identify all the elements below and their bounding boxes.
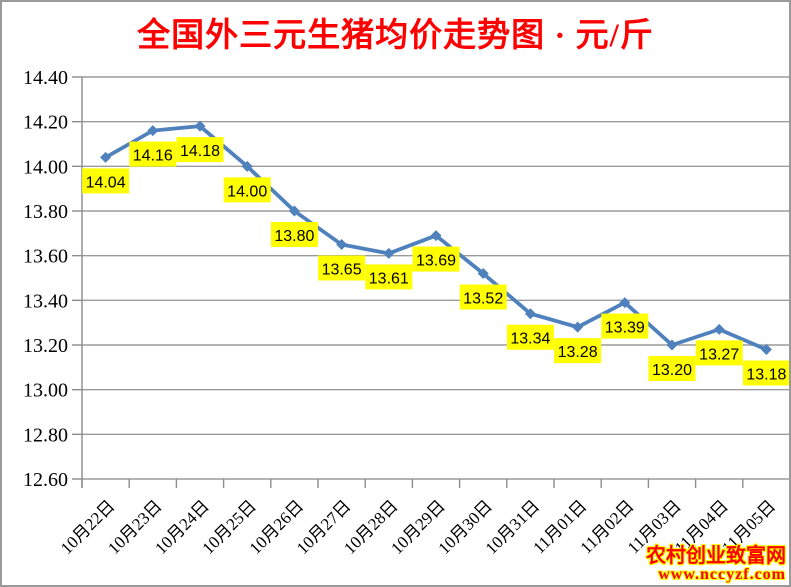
data-label: 14.00 [227,183,267,200]
data-label-box [82,168,130,194]
data-label-box [365,264,413,290]
data-label-box [648,356,696,381]
data-label-box [129,141,177,167]
watermark: 农村创业致富网 www.nccyzf.com [646,546,786,584]
data-label: 13.27 [699,346,739,363]
y-axis-label: 13.20 [23,335,68,357]
data-point-marker [241,160,253,172]
y-axis-label: 13.40 [23,290,68,312]
data-label: 13.52 [463,291,503,308]
y-axis-label: 14.40 [23,67,68,89]
data-label-box [223,177,271,203]
data-point-marker [477,268,489,280]
y-axis-label: 13.00 [23,380,68,402]
data-point-marker [147,125,159,137]
data-point-marker [713,323,725,335]
data-label-box [176,137,224,163]
data-label: 13.28 [558,344,598,361]
data-label: 13.80 [274,228,314,245]
data-label-box [742,360,789,386]
data-point-marker [572,321,584,333]
data-label: 14.18 [180,143,220,160]
y-axis-label: 13.60 [23,246,68,268]
y-axis-label: 14.20 [23,112,68,134]
data-label-box [695,340,743,366]
data-label: 13.65 [322,262,362,279]
y-axis-label: 14.00 [23,156,68,178]
data-label-box [412,246,460,272]
data-point-marker [100,151,112,163]
data-label-box [506,324,554,350]
y-axis-label: 13.80 [23,201,68,223]
data-label-box [270,222,318,247]
data-label-box [459,284,507,310]
data-label: 13.20 [652,362,692,379]
watermark-site-name: 农村创业致富网 [646,545,786,568]
data-label-box [318,255,366,281]
watermark-site-url: www.nccyzf.com [658,566,786,584]
data-point-marker [430,230,442,242]
data-label: 14.16 [133,148,173,165]
data-label: 13.61 [369,270,409,287]
data-label: 13.18 [746,366,786,383]
y-axis-label: 12.80 [23,424,68,446]
data-point-marker [619,297,631,309]
data-point-marker [288,205,300,217]
data-label-box [554,338,602,364]
data-point-marker [336,239,348,250]
data-label: 13.39 [605,320,645,337]
data-label: 13.69 [416,253,456,270]
data-label: 13.34 [510,331,550,348]
data-point-marker [383,247,395,259]
y-axis-label: 12.60 [23,469,68,491]
data-label-box [601,313,649,339]
chart-title: 全国外三元生猪均价走势图 · 元/斤 [137,18,654,54]
data-point-marker [524,308,536,320]
data-point-marker [760,343,772,355]
data-point-marker [666,339,678,351]
data-point-marker [194,120,206,132]
data-label: 14.04 [86,174,126,191]
